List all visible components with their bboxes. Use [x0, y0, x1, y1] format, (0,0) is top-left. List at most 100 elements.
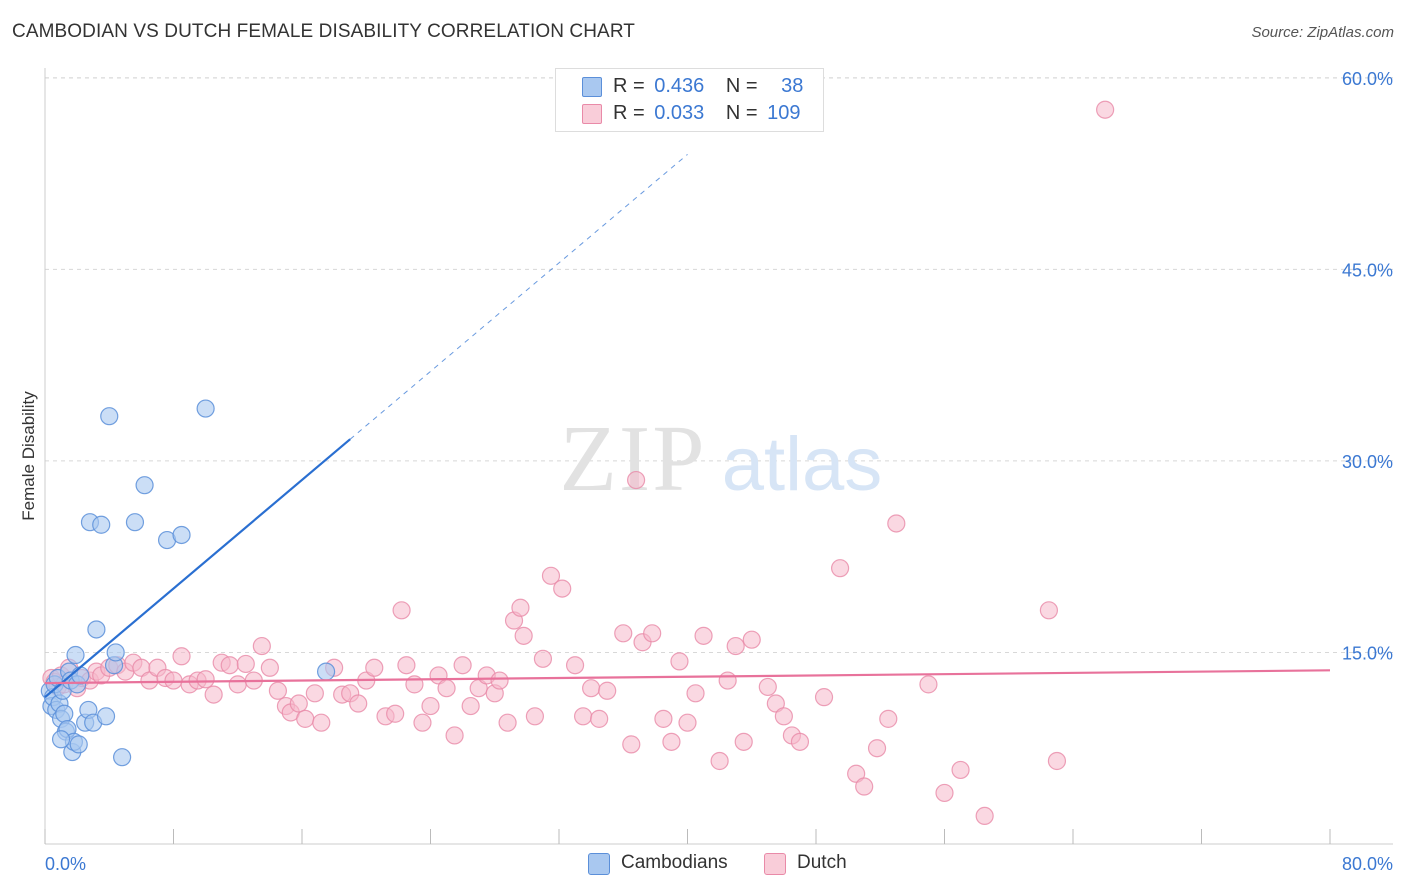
legend-n-label: N = — [725, 102, 758, 124]
dutch-point — [461, 696, 480, 716]
dutch-point — [397, 656, 416, 675]
cambodian-point — [135, 476, 154, 495]
dutch-point — [726, 636, 745, 656]
dutch-point — [365, 658, 384, 677]
cambodian-point — [55, 704, 74, 723]
dutch-point — [951, 760, 970, 780]
dutch-point — [289, 694, 308, 713]
dutch-point — [662, 732, 681, 751]
y-tick-label: 60.0% — [1342, 69, 1393, 89]
legend-r-value: 0.436 — [654, 75, 705, 97]
dutch-point — [742, 630, 761, 649]
dutch-point — [678, 713, 697, 732]
cambodian-point — [92, 515, 111, 534]
dutch-point — [252, 636, 271, 656]
cambodian-point — [100, 407, 119, 426]
dutch-point — [614, 624, 633, 643]
dutch-point — [654, 709, 673, 728]
dutch-point — [935, 783, 954, 803]
legend-n-value: 38 — [781, 75, 804, 97]
dutch-point — [734, 732, 753, 751]
cambodian-point — [112, 748, 132, 767]
legend-swatch-cambodians — [582, 77, 602, 97]
correlation-legend: R = 0.436 N = 38 R = 0.033 N = 109 — [555, 68, 824, 132]
cambodian-trend-line — [44, 438, 351, 698]
dutch-point — [686, 684, 705, 703]
legend-text-cambodians: R = 0.436 N = 38 — [613, 75, 803, 98]
dutch-point — [598, 681, 617, 700]
dutch-point — [349, 694, 368, 713]
dutch-point — [975, 806, 994, 826]
y-tick-label: 15.0% — [1342, 643, 1393, 663]
x-tick-label: 80.0% — [1342, 854, 1393, 874]
dutch-point — [718, 671, 737, 690]
dutch-point — [413, 713, 432, 732]
dutch-point — [164, 671, 183, 690]
dutch-point — [622, 735, 641, 754]
dutch-point — [855, 777, 874, 796]
dutch-point — [541, 566, 561, 585]
dutch-point — [533, 649, 553, 668]
watermark-atlas: atlas — [722, 422, 883, 507]
dutch-point — [694, 626, 713, 645]
cambodian-point — [71, 666, 90, 685]
dutch-point — [919, 675, 938, 694]
dutch-point — [643, 624, 662, 643]
legend-label-dutch: Dutch — [797, 852, 847, 873]
dutch-point — [879, 709, 898, 728]
dutch-point — [1047, 751, 1067, 771]
dutch-point — [814, 688, 834, 707]
dutch-point — [670, 652, 689, 671]
dutch-point — [830, 559, 850, 578]
dutch-point — [312, 713, 331, 732]
dutch-point — [445, 726, 464, 745]
dutch-point — [498, 713, 517, 732]
dutch-point — [305, 684, 324, 703]
dutch-point — [514, 626, 533, 645]
cambodian-point — [125, 513, 145, 532]
cambodian-point — [172, 525, 191, 545]
dutch-point — [525, 707, 545, 726]
cambodian-point — [66, 645, 85, 665]
trend-layer — [44, 154, 1331, 698]
dutch-point — [1039, 601, 1059, 620]
legend-label-cambodians: Cambodians — [621, 852, 728, 873]
dutch-point — [774, 707, 793, 726]
cambodian-point — [106, 643, 125, 662]
cambodian-points — [40, 399, 336, 767]
dutch-point — [421, 696, 440, 716]
dutch-point — [590, 709, 609, 728]
legend-swatch-dutch — [764, 853, 786, 875]
legend-r-value: 0.033 — [654, 102, 705, 124]
x-tick-label: 0.0% — [45, 854, 86, 874]
y-axis-title: Female Disability — [19, 391, 38, 521]
dutch-point — [392, 601, 411, 620]
dutch-point — [867, 739, 887, 758]
dutch-point — [1096, 100, 1115, 119]
dutch-point — [490, 671, 509, 690]
dutch-point — [172, 647, 191, 666]
dutch-point — [236, 654, 255, 674]
dutch-point — [758, 677, 777, 697]
dutch-point — [626, 470, 646, 490]
axis-layer — [44, 68, 1393, 845]
dutch-point — [296, 709, 315, 728]
dutch-point — [553, 579, 572, 598]
cambodian-trend-extension — [349, 154, 688, 440]
dutch-point — [565, 656, 585, 675]
dutch-point — [220, 656, 239, 675]
dutch-point — [582, 679, 601, 698]
dutch-point — [386, 704, 405, 723]
grid-layer — [45, 77, 1393, 653]
legend-r-label: R = — [613, 102, 645, 124]
chart-title: CAMBODIAN VS DUTCH FEMALE DISABILITY COR… — [12, 21, 636, 42]
dutch-point — [511, 598, 530, 617]
dutch-point — [260, 658, 279, 677]
watermark-zip: ZIP — [560, 407, 707, 511]
legend-n-label: N = — [725, 75, 758, 97]
y-tick-label: 30.0% — [1342, 452, 1393, 472]
cambodian-point — [316, 662, 336, 681]
legend-swatch-dutch — [582, 104, 602, 124]
dutch-point — [710, 751, 729, 771]
